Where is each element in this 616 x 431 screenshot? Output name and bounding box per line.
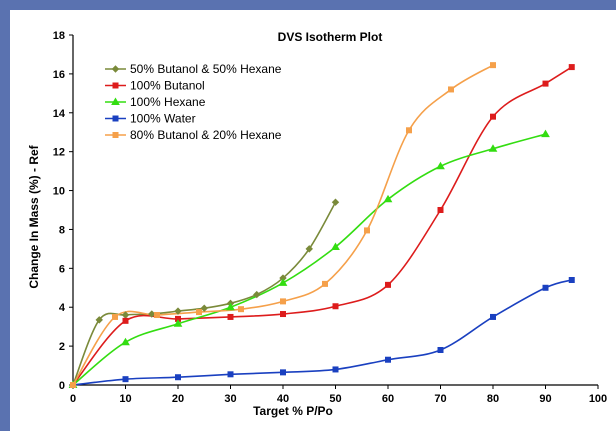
data-point bbox=[448, 86, 454, 93]
data-point bbox=[488, 144, 498, 152]
x-tick-label: 0 bbox=[70, 393, 76, 405]
y-tick-label: 12 bbox=[53, 147, 65, 159]
data-point bbox=[280, 369, 286, 376]
data-point bbox=[541, 129, 550, 138]
x-tick-label: 60 bbox=[382, 393, 394, 405]
y-tick-label: 10 bbox=[53, 186, 65, 198]
series-line-1 bbox=[72, 201, 337, 386]
x-tick-label: 30 bbox=[224, 393, 236, 405]
data-point bbox=[568, 64, 575, 71]
x-tick-label: 100 bbox=[589, 393, 607, 405]
data-point bbox=[490, 313, 496, 320]
x-tick-label: 90 bbox=[539, 393, 551, 405]
legend-label: 100% Butanol bbox=[130, 79, 205, 93]
data-point bbox=[568, 277, 575, 283]
data-point bbox=[280, 298, 286, 305]
data-point bbox=[406, 127, 412, 134]
data-point bbox=[332, 366, 339, 373]
data-point bbox=[174, 307, 182, 315]
data-point bbox=[70, 382, 76, 388]
x-tick-label: 70 bbox=[434, 393, 446, 405]
data-point bbox=[542, 80, 549, 87]
data-point bbox=[490, 113, 496, 120]
data-point bbox=[305, 245, 313, 253]
data-point bbox=[542, 284, 549, 291]
y-tick-label: 4 bbox=[59, 302, 66, 314]
data-point bbox=[238, 306, 244, 313]
legend-swatch-marker bbox=[112, 132, 119, 138]
data-point bbox=[437, 347, 444, 353]
y-axis-title: Change In Mass (%) - Ref bbox=[27, 144, 41, 288]
y-tick-label: 18 bbox=[53, 30, 65, 42]
y-tick-label: 0 bbox=[59, 380, 65, 392]
legend-label: 80% Butanol & 20% Hexane bbox=[130, 128, 282, 142]
data-point bbox=[154, 312, 160, 318]
legend-label: 100% Water bbox=[130, 112, 196, 126]
x-axis-title: Target % P/Po bbox=[253, 404, 333, 418]
series-line-3 bbox=[72, 133, 546, 386]
y-tick-label: 6 bbox=[59, 263, 65, 275]
data-point bbox=[227, 313, 234, 320]
legend-swatch-marker bbox=[112, 115, 119, 122]
x-tick-label: 10 bbox=[119, 393, 131, 405]
isotherm-chart: DVS Isotherm Plot 0 2 4 6 8 10 12 14 16 18 0 10 20 30… bbox=[27, 30, 607, 418]
chart-area: DVS Isotherm Plot 0 2 4 6 8 10 12 14 16 18 0 10 20 30… bbox=[10, 10, 616, 431]
data-point bbox=[253, 290, 261, 299]
data-point bbox=[200, 304, 208, 312]
series-markers bbox=[68, 62, 575, 389]
data-point bbox=[196, 309, 202, 316]
y-tick-label: 14 bbox=[53, 108, 66, 120]
data-point bbox=[332, 303, 339, 310]
data-point bbox=[122, 376, 129, 383]
legend-swatch-marker bbox=[112, 82, 119, 89]
data-point bbox=[227, 371, 234, 378]
data-point bbox=[112, 313, 118, 320]
data-point bbox=[437, 207, 444, 213]
data-point bbox=[173, 319, 183, 327]
data-point bbox=[490, 62, 496, 69]
chart-title: DVS Isotherm Plot bbox=[278, 30, 383, 44]
y-tick-label: 16 bbox=[53, 69, 65, 81]
data-point bbox=[148, 310, 156, 318]
x-tick-label: 50 bbox=[329, 393, 341, 405]
data-point bbox=[175, 374, 181, 381]
data-point bbox=[322, 280, 328, 287]
data-point bbox=[436, 161, 445, 170]
legend: 50% Butanol & 50% Hexane 100% Butanol 100%… bbox=[105, 62, 282, 142]
data-point bbox=[95, 316, 103, 324]
data-point bbox=[280, 311, 286, 318]
data-point bbox=[278, 278, 288, 286]
data-point bbox=[226, 302, 235, 311]
x-tick-label: 20 bbox=[172, 393, 184, 405]
legend-swatch-marker bbox=[111, 97, 120, 105]
data-point bbox=[121, 337, 130, 346]
data-point bbox=[364, 227, 370, 234]
data-point bbox=[331, 242, 340, 250]
legend-label: 100% Hexane bbox=[130, 95, 206, 109]
data-point bbox=[331, 198, 340, 206]
legend-swatch-marker bbox=[111, 65, 120, 73]
data-point bbox=[383, 194, 393, 203]
y-tick-label: 2 bbox=[59, 341, 65, 353]
data-point bbox=[385, 281, 391, 288]
legend-label: 50% Butanol & 50% Hexane bbox=[130, 62, 282, 76]
x-tick-label: 80 bbox=[487, 393, 499, 405]
data-point bbox=[385, 356, 391, 363]
data-point bbox=[122, 317, 129, 324]
y-tick-label: 8 bbox=[59, 224, 65, 236]
x-tick-label: 40 bbox=[277, 393, 289, 405]
